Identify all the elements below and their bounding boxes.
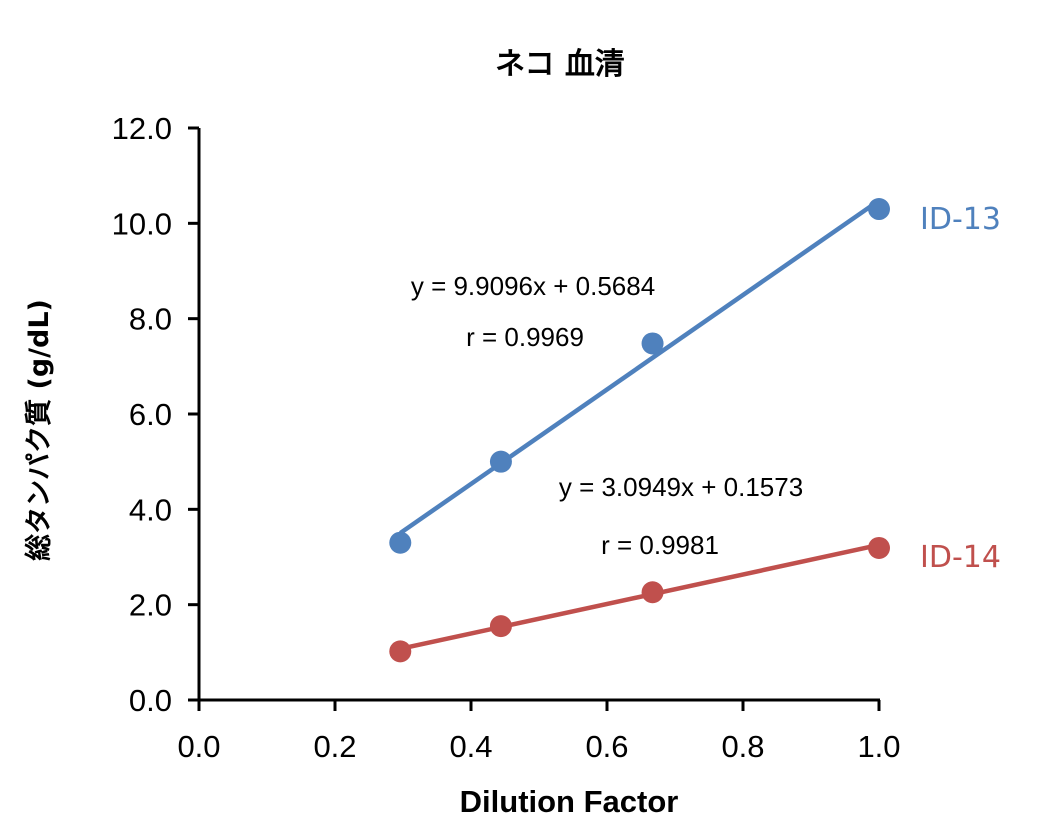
series-id-13 (389, 198, 890, 554)
data-point (489, 615, 512, 638)
equation-id13: y = 9.9096x + 0.5684 (411, 271, 655, 301)
trendline (398, 198, 881, 535)
trendline (399, 542, 880, 652)
y-axis-label: 総タンパク質 (g/dL) (23, 299, 55, 561)
equation-id14: y = 3.0949x + 0.1573 (559, 472, 803, 502)
axes: 0.0 2.0 4.0 6.0 8.0 10.0 12.0 0.0 0.2 0.4 0.6 0.8 1… (112, 111, 901, 764)
y-tick-label: 8.0 (129, 302, 172, 337)
y-axis-ticks: 0.0 2.0 4.0 6.0 8.0 10.0 12.0 (112, 111, 199, 718)
x-tick-label: 0.4 (449, 729, 492, 764)
series-id-14 (389, 536, 890, 663)
data-point (641, 332, 664, 355)
y-tick-label: 0.0 (129, 683, 172, 718)
y-tick-label: 10.0 (112, 206, 172, 241)
y-tick-label: 6.0 (129, 397, 172, 432)
x-tick-label: 0.6 (585, 729, 628, 764)
x-axis-label: Dilution Factor (460, 784, 679, 819)
x-axis-ticks: 0.0 0.2 0.4 0.6 0.8 1.0 (177, 700, 901, 764)
data-point (868, 198, 890, 221)
data-point (389, 640, 412, 663)
series-label-id13: ID-13 (920, 202, 1001, 237)
series-layer (389, 198, 890, 663)
x-tick-label: 1.0 (857, 729, 900, 764)
x-tick-label: 0.0 (177, 729, 220, 764)
y-tick-label: 2.0 (129, 588, 172, 623)
chart-title: ネコ 血清 (495, 47, 625, 82)
y-tick-label: 4.0 (129, 492, 172, 527)
data-point (868, 536, 890, 559)
r-value-id13: r = 0.9969 (466, 322, 584, 352)
series-label-id14: ID-14 (920, 540, 1001, 575)
x-tick-label: 0.2 (313, 729, 356, 764)
r-value-id14: r = 0.9981 (601, 530, 719, 560)
data-point (641, 581, 664, 604)
x-tick-label: 0.8 (721, 729, 764, 764)
y-tick-label: 12.0 (112, 111, 172, 146)
data-point (389, 531, 412, 554)
data-point (489, 450, 512, 473)
